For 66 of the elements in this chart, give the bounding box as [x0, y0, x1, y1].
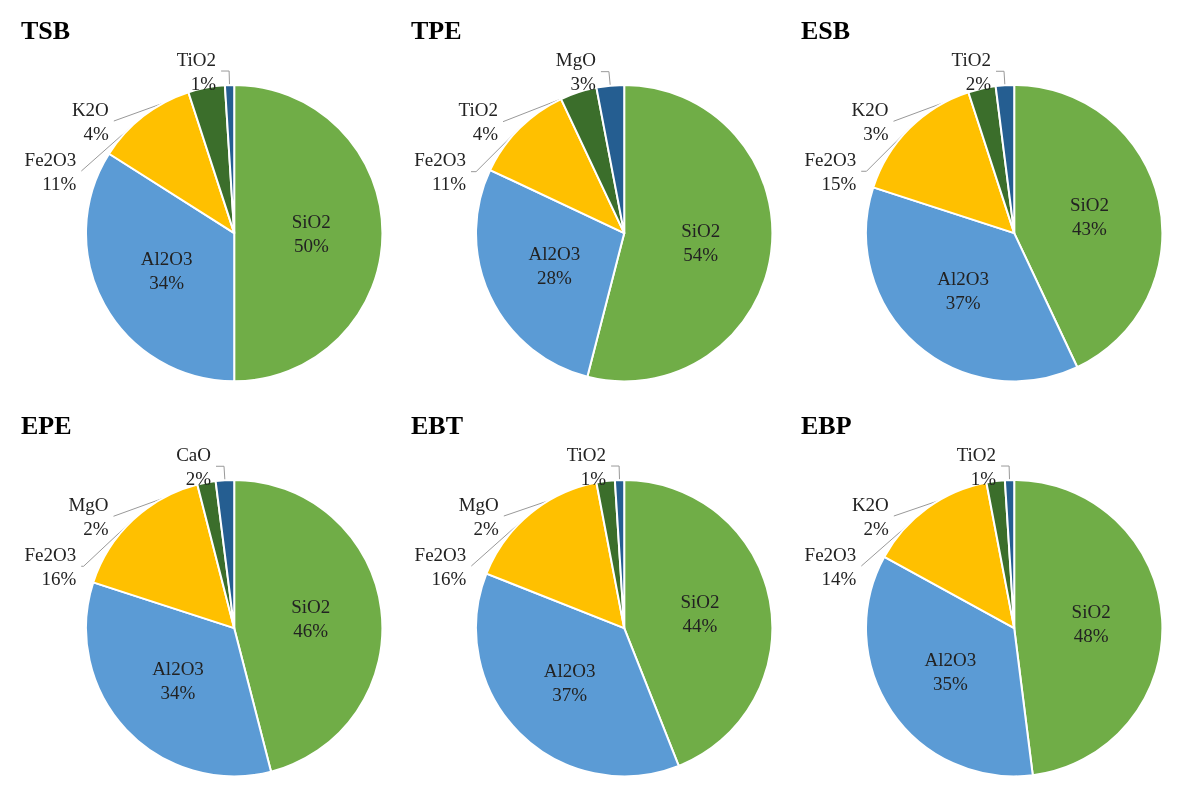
chart-title: ESB — [801, 15, 851, 45]
slice-label: TiO2 — [956, 443, 997, 465]
data-label: 48% — [1073, 624, 1109, 646]
data-label: 34% — [160, 682, 196, 704]
chart-title: EBP — [801, 410, 852, 440]
slice-label: Fe2O3 — [24, 148, 77, 170]
data-label: 54% — [683, 244, 719, 266]
data-label: 14% — [821, 567, 857, 589]
data-label: 28% — [537, 267, 573, 289]
data-label: 4% — [472, 123, 499, 145]
data-label: 2% — [473, 517, 500, 539]
data-label: 46% — [293, 619, 329, 641]
slice-label: SiO2 — [1071, 600, 1111, 622]
slice-label: K2O — [851, 493, 889, 515]
slice-label: Fe2O3 — [24, 543, 77, 565]
data-label: 15% — [821, 172, 857, 194]
slice-label: SiO2 — [291, 595, 331, 617]
slice-label: Al2O3 — [152, 658, 204, 680]
data-label: 34% — [149, 271, 185, 293]
chart-title: TPE — [411, 15, 462, 45]
data-label: 3% — [570, 73, 597, 95]
chart-title: TSB — [21, 15, 71, 45]
data-label: 1% — [190, 72, 217, 94]
data-label: 2% — [185, 467, 212, 489]
slice-label: Fe2O3 — [804, 148, 857, 170]
chart-title: EPE — [21, 410, 72, 440]
data-label: 35% — [933, 672, 969, 694]
slice-label: K2O — [71, 98, 109, 120]
slice-label: TiO2 — [951, 48, 992, 70]
data-label: 16% — [41, 567, 77, 589]
slice-label: K2O — [851, 98, 889, 120]
slice-label: Al2O3 — [924, 648, 977, 670]
data-label: 37% — [552, 684, 588, 706]
slice-label: TiO2 — [176, 48, 217, 70]
data-label: 11% — [42, 172, 77, 194]
slice-label: MgO — [458, 493, 499, 515]
slice-label: Al2O3 — [937, 268, 990, 290]
data-label: 11% — [431, 173, 467, 195]
data-label: 1% — [580, 467, 607, 489]
data-label: 4% — [83, 122, 110, 144]
data-label: 2% — [83, 517, 109, 539]
slice-label: MgO — [555, 49, 596, 71]
slice-label: SiO2 — [1069, 193, 1109, 215]
chart-title: EBT — [411, 410, 464, 440]
slice-label: SiO2 — [291, 210, 331, 232]
slice-label: Al2O3 — [543, 660, 596, 682]
slice-label: MgO — [68, 493, 109, 515]
slice-label: TiO2 — [566, 443, 607, 465]
data-label: 2% — [863, 517, 890, 539]
data-label: 1% — [970, 467, 997, 489]
slice-label: CaO — [176, 443, 212, 465]
data-label: 16% — [431, 567, 467, 589]
data-label: 43% — [1072, 217, 1108, 239]
slice-label: TiO2 — [458, 99, 499, 121]
data-label: 37% — [945, 292, 981, 314]
slice-label: Al2O3 — [140, 247, 193, 269]
slice-label: Fe2O3 — [414, 543, 467, 565]
data-label: 3% — [863, 122, 889, 144]
slice-label: Fe2O3 — [804, 543, 857, 565]
data-label: 50% — [293, 234, 329, 256]
slice-label: SiO2 — [680, 591, 720, 613]
slice-label: Fe2O3 — [414, 149, 467, 171]
data-label: 2% — [965, 72, 992, 94]
slice-label: SiO2 — [681, 220, 721, 242]
data-label: 44% — [682, 615, 718, 637]
slice-label: Al2O3 — [528, 243, 581, 265]
